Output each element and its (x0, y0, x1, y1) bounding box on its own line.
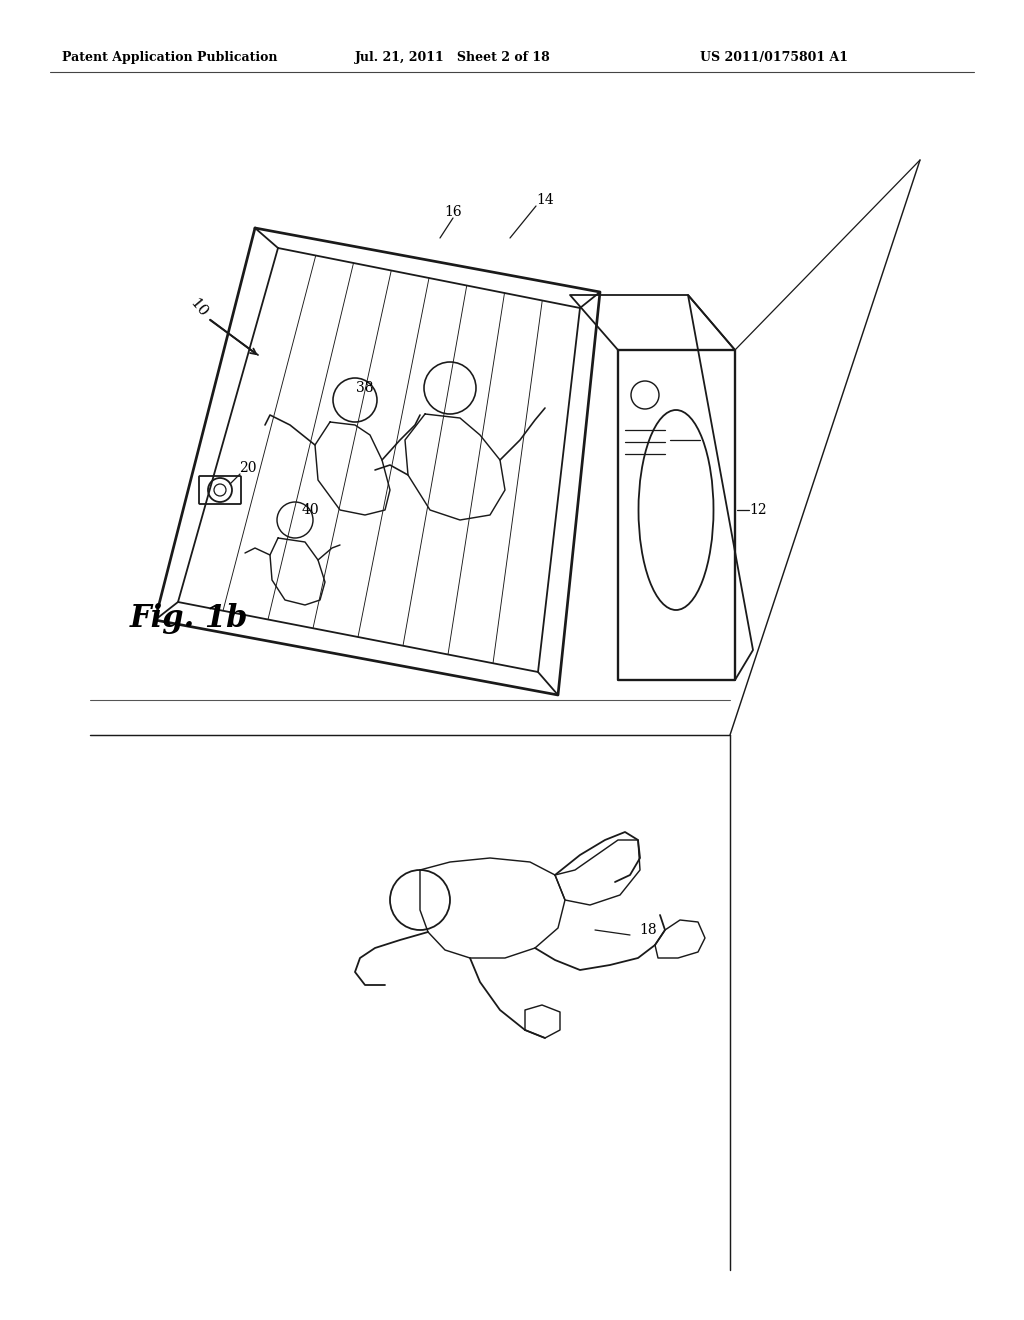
Text: 38: 38 (356, 381, 374, 395)
Text: Fig. 1b: Fig. 1b (130, 602, 249, 634)
Text: Patent Application Publication: Patent Application Publication (62, 51, 278, 65)
Text: 14: 14 (537, 193, 554, 207)
Text: 12: 12 (750, 503, 767, 517)
Text: Jul. 21, 2011   Sheet 2 of 18: Jul. 21, 2011 Sheet 2 of 18 (355, 51, 551, 65)
Text: 20: 20 (240, 461, 257, 475)
Text: 16: 16 (444, 205, 462, 219)
Text: 40: 40 (301, 503, 318, 517)
Text: 18: 18 (639, 923, 656, 937)
Text: US 2011/0175801 A1: US 2011/0175801 A1 (700, 51, 848, 65)
Text: 10: 10 (186, 296, 210, 319)
